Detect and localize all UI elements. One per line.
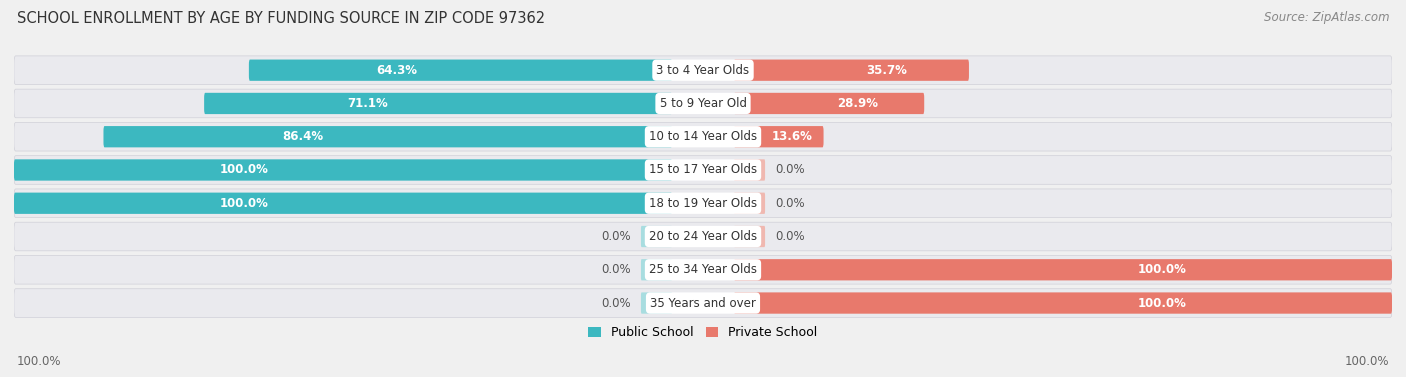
FancyBboxPatch shape xyxy=(14,56,1392,84)
Text: 100.0%: 100.0% xyxy=(1344,356,1389,368)
Text: 28.9%: 28.9% xyxy=(837,97,879,110)
Text: 100.0%: 100.0% xyxy=(219,197,269,210)
FancyBboxPatch shape xyxy=(734,159,765,181)
Text: 35.7%: 35.7% xyxy=(866,64,907,77)
Text: 71.1%: 71.1% xyxy=(347,97,388,110)
FancyBboxPatch shape xyxy=(734,259,1392,280)
Legend: Public School, Private School: Public School, Private School xyxy=(583,321,823,344)
Text: 35 Years and over: 35 Years and over xyxy=(650,297,756,310)
Text: 0.0%: 0.0% xyxy=(775,164,806,176)
FancyBboxPatch shape xyxy=(14,222,1392,251)
Text: Source: ZipAtlas.com: Source: ZipAtlas.com xyxy=(1264,11,1389,24)
FancyBboxPatch shape xyxy=(14,156,1392,184)
FancyBboxPatch shape xyxy=(734,126,824,147)
Text: 13.6%: 13.6% xyxy=(772,130,813,143)
Text: 100.0%: 100.0% xyxy=(17,356,62,368)
Text: 18 to 19 Year Olds: 18 to 19 Year Olds xyxy=(650,197,756,210)
FancyBboxPatch shape xyxy=(249,60,672,81)
FancyBboxPatch shape xyxy=(14,289,1392,317)
Text: 100.0%: 100.0% xyxy=(1137,263,1187,276)
Text: 100.0%: 100.0% xyxy=(1137,297,1187,310)
FancyBboxPatch shape xyxy=(641,259,672,280)
Text: 100.0%: 100.0% xyxy=(219,164,269,176)
FancyBboxPatch shape xyxy=(104,126,672,147)
Text: 0.0%: 0.0% xyxy=(775,197,806,210)
FancyBboxPatch shape xyxy=(14,193,672,214)
FancyBboxPatch shape xyxy=(204,93,672,114)
FancyBboxPatch shape xyxy=(734,193,765,214)
Text: 25 to 34 Year Olds: 25 to 34 Year Olds xyxy=(650,263,756,276)
FancyBboxPatch shape xyxy=(14,123,1392,151)
FancyBboxPatch shape xyxy=(14,89,1392,118)
Text: 20 to 24 Year Olds: 20 to 24 Year Olds xyxy=(650,230,756,243)
FancyBboxPatch shape xyxy=(734,60,969,81)
Text: 64.3%: 64.3% xyxy=(377,64,418,77)
Text: 5 to 9 Year Old: 5 to 9 Year Old xyxy=(659,97,747,110)
FancyBboxPatch shape xyxy=(14,189,1392,218)
FancyBboxPatch shape xyxy=(641,293,672,314)
Text: 0.0%: 0.0% xyxy=(600,230,631,243)
Text: SCHOOL ENROLLMENT BY AGE BY FUNDING SOURCE IN ZIP CODE 97362: SCHOOL ENROLLMENT BY AGE BY FUNDING SOUR… xyxy=(17,11,546,26)
FancyBboxPatch shape xyxy=(734,226,765,247)
Text: 0.0%: 0.0% xyxy=(775,230,806,243)
Text: 0.0%: 0.0% xyxy=(600,263,631,276)
Text: 15 to 17 Year Olds: 15 to 17 Year Olds xyxy=(650,164,756,176)
Text: 86.4%: 86.4% xyxy=(283,130,323,143)
Text: 10 to 14 Year Olds: 10 to 14 Year Olds xyxy=(650,130,756,143)
FancyBboxPatch shape xyxy=(14,256,1392,284)
Text: 0.0%: 0.0% xyxy=(600,297,631,310)
FancyBboxPatch shape xyxy=(734,93,924,114)
FancyBboxPatch shape xyxy=(14,159,672,181)
FancyBboxPatch shape xyxy=(641,226,672,247)
FancyBboxPatch shape xyxy=(734,293,1392,314)
Text: 3 to 4 Year Olds: 3 to 4 Year Olds xyxy=(657,64,749,77)
